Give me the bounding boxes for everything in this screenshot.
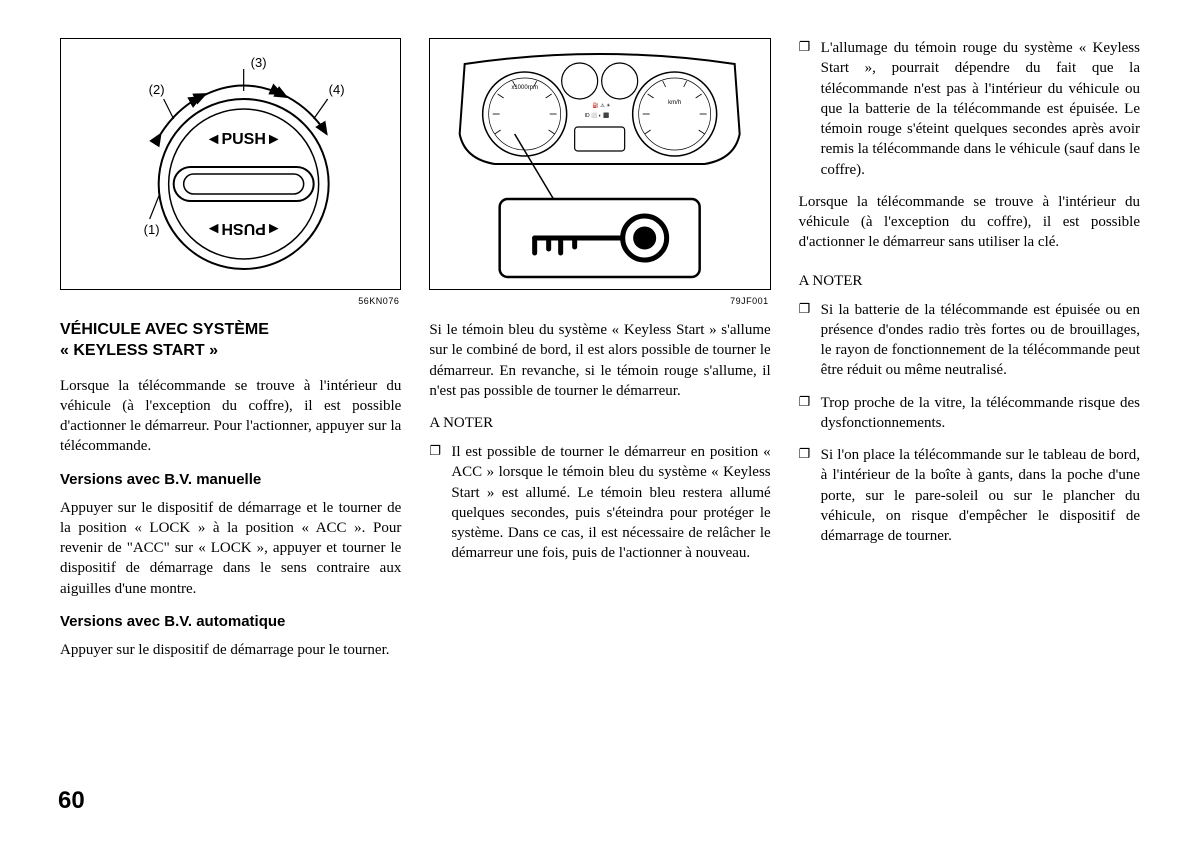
col1-sub2: Versions avec B.V. automatique bbox=[60, 613, 401, 630]
col3-bullets: Si la batterie de la télécommande est ép… bbox=[799, 300, 1140, 559]
col2-p1: Si le témoin bleu du système « Keyless S… bbox=[429, 320, 770, 401]
col3-bullet-1: Si la batterie de la télécommande est ép… bbox=[799, 300, 1140, 381]
label-1: (1) bbox=[144, 222, 160, 237]
col3-bullet-top: L'allumage du témoin rouge du système « … bbox=[799, 38, 1140, 180]
column-3: L'allumage du témoin rouge du système « … bbox=[799, 38, 1140, 674]
col1-p3: Appuyer sur le dispositif de démarrage p… bbox=[60, 640, 401, 660]
push-bottom-text: ◄PUSH► bbox=[206, 220, 282, 237]
col1-p1: Lorsque la télécommande se trouve à l'in… bbox=[60, 376, 401, 457]
figure2-caption: 79JF001 bbox=[429, 296, 770, 306]
page-grid: ◄PUSH► ◄PUSH► (1) (2) (3) bbox=[60, 38, 1140, 674]
push-top-text: ◄PUSH► bbox=[206, 131, 282, 148]
figure-dashboard: x1000rpm km/h bbox=[429, 38, 770, 290]
col1-p2: Appuyer sur le dispositif de démarrage e… bbox=[60, 498, 401, 599]
figure-ignition-knob: ◄PUSH► ◄PUSH► (1) (2) (3) bbox=[60, 38, 401, 290]
svg-text:⛽ ⚠ ☀: ⛽ ⚠ ☀ bbox=[593, 102, 611, 109]
section-heading: VÉHICULE AVEC SYSTÈME « KEYLESS START » bbox=[60, 320, 401, 362]
col3-top-bullets: L'allumage du témoin rouge du système « … bbox=[799, 38, 1140, 192]
col2-bullets: Il est possible de tourner le démarreur … bbox=[429, 442, 770, 576]
col3-bullet-3: Si l'on place la télécommande sur le tab… bbox=[799, 445, 1140, 546]
col1-sub1: Versions avec B.V. manuelle bbox=[60, 471, 401, 488]
kmh-label: km/h bbox=[668, 100, 681, 106]
label-2: (2) bbox=[149, 82, 165, 97]
col3-p1: Lorsque la télécommande se trouve à l'in… bbox=[799, 192, 1140, 253]
col3-noter: A NOTER bbox=[799, 273, 1140, 290]
col2-bullet-1: Il est possible de tourner le démarreur … bbox=[429, 442, 770, 564]
heading-line1: VÉHICULE AVEC SYSTÈME bbox=[60, 321, 269, 338]
column-2: x1000rpm km/h bbox=[429, 38, 770, 674]
figure1-caption: 56KN076 bbox=[60, 296, 401, 306]
label-3: (3) bbox=[251, 55, 267, 70]
col3-bullet-2: Trop proche de la vitre, la télécommande… bbox=[799, 393, 1140, 434]
page-number: 60 bbox=[58, 787, 85, 815]
heading-line2: « KEYLESS START » bbox=[60, 342, 218, 359]
col2-noter: A NOTER bbox=[429, 415, 770, 432]
svg-text:ID ⬜ ◐ ⬛: ID ⬜ ◐ ⬛ bbox=[585, 112, 610, 119]
label-4: (4) bbox=[329, 82, 345, 97]
column-1: ◄PUSH► ◄PUSH► (1) (2) (3) bbox=[60, 38, 401, 674]
